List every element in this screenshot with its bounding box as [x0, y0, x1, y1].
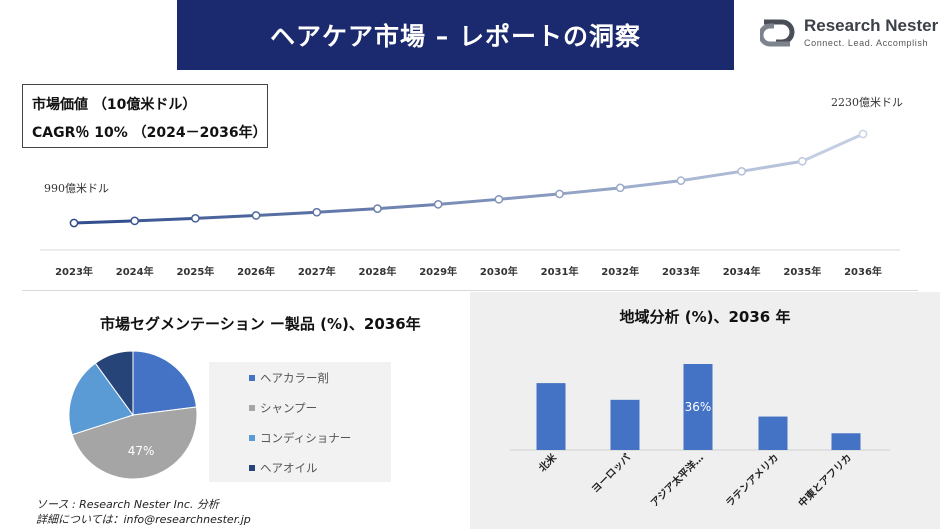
legend-label: ヘアカラー剤 — [260, 371, 329, 385]
market-info-box: 市場価値 （10億米ドル） CAGR％ 10% （2024－2036年） — [22, 84, 268, 148]
data-point — [858, 129, 868, 139]
line-segment — [620, 179, 682, 190]
bar — [610, 399, 640, 450]
data-point — [69, 218, 79, 228]
x-tick-label: 2034年 — [723, 265, 761, 278]
pie-slice — [94, 350, 134, 417]
product-segment-pie-chart: 47% — [68, 350, 198, 480]
bar-category-label: ラテンアメリカ — [723, 452, 781, 510]
line-segment — [680, 169, 742, 183]
bar-chart-title: 地域分析 (%)、2036 年 — [619, 308, 791, 326]
line-segment — [377, 202, 439, 211]
pie-slice — [68, 362, 134, 436]
x-tick-label: 2033年 — [662, 265, 700, 278]
bar — [683, 364, 713, 450]
legend-item-conditioner: コンディショナー — [249, 430, 351, 446]
data-point — [676, 176, 686, 186]
line-segment — [255, 210, 317, 217]
legend-label: コンディショナー — [260, 431, 352, 445]
line-segment — [134, 216, 196, 223]
x-tick-label: 2036年 — [844, 265, 882, 278]
logo-name: Research Nester — [804, 16, 939, 35]
pie-data-label: 47% — [128, 444, 155, 458]
contact-line: 詳細については：info@researchnester.jp — [36, 513, 251, 526]
data-point — [373, 204, 382, 213]
data-point — [191, 213, 200, 223]
market-value-line-chart: 2023年 2024年 2025年 2026年 2027年 2028年 2029年 2030年… — [40, 96, 903, 278]
rn-logo-icon — [760, 19, 795, 47]
end-value-label: 2230億米ドル — [831, 96, 903, 109]
x-tick-label: 2031年 — [541, 265, 579, 278]
data-point — [555, 189, 564, 199]
data-point — [251, 211, 261, 220]
source-line: ソース : Research Nester Inc. 分析 — [36, 498, 219, 511]
legend-label: シャンプー — [260, 401, 318, 415]
start-value-label: 990億米ドル — [44, 182, 109, 195]
x-tick-label: 2032年 — [601, 265, 639, 278]
pie-chart-title: 市場セグメンテーション ー製品 (%)、2036年 — [100, 315, 421, 333]
line-segment — [316, 207, 378, 214]
legend-item-shampoo: シャンプー — [249, 400, 317, 416]
legend-swatch — [249, 375, 255, 381]
x-tick-label: 2026年 — [237, 265, 275, 278]
legend-swatch — [249, 435, 255, 441]
x-tick-label: 2029年 — [419, 265, 457, 278]
x-tick-label: 2023年 — [55, 265, 93, 278]
data-point — [433, 199, 443, 209]
bar-category-label: アジア太平洋… — [648, 451, 706, 509]
data-point — [494, 194, 504, 204]
regional-bar-chart: 北米 ヨーロッパ 36% アジア太平洋… ラテンアメリカ 中東とアフリカ — [510, 364, 890, 510]
line-segment — [195, 213, 257, 220]
page-title: ヘアケア市場 – レポートの洞察 — [270, 22, 641, 51]
bar — [758, 416, 788, 450]
research-nester-logo: Research Nester Connect. Lead. Accomplis… — [760, 16, 938, 56]
x-tick-label: 2025年 — [176, 265, 214, 278]
x-tick-label: 2035年 — [783, 265, 821, 278]
regional-analysis-panel: 地域分析 (%)、2036 年 北米 ヨーロッパ 36% アジア太平洋… ラテンアメリカ… — [470, 292, 940, 529]
legend-item-hair-oil: ヘアオイル — [249, 460, 318, 476]
line-segment — [559, 186, 621, 196]
source-note: ソース : Research Nester Inc. 分析 詳細については：in… — [36, 497, 251, 527]
line-segment — [73, 219, 135, 225]
x-tick-label: 2024年 — [116, 265, 154, 278]
x-tick-label: 2028年 — [359, 265, 397, 278]
bar — [536, 383, 566, 450]
legend-swatch — [249, 405, 255, 411]
bar — [831, 433, 861, 450]
pie-slice — [132, 350, 198, 416]
x-tick-label: 2027年 — [298, 265, 336, 278]
line-segment — [741, 159, 803, 173]
x-tick-label: 2030年 — [480, 265, 518, 278]
data-point — [312, 207, 322, 217]
line-segment — [801, 132, 864, 163]
line-segment — [438, 197, 499, 206]
cagr-label: CAGR％ 10% （2024－2036年） — [32, 125, 267, 141]
bar-category-label: 北米 — [536, 450, 560, 474]
bar-category-label: ヨーロッパ — [589, 452, 633, 496]
bar-category-label: 中東とアフリカ — [795, 451, 854, 510]
legend-item-hair-color: ヘアカラー剤 — [249, 370, 329, 386]
legend-swatch — [249, 465, 255, 471]
data-point — [130, 216, 140, 226]
data-point — [615, 183, 625, 193]
section-divider — [22, 290, 918, 291]
logo-tagline: Connect. Lead. Accomplish — [804, 38, 929, 48]
market-value-label: 市場価値 （10億米ドル） — [32, 97, 197, 113]
bar-data-label: 36% — [685, 400, 712, 414]
data-point — [737, 166, 746, 176]
legend-label: ヘアオイル — [260, 461, 318, 475]
pie-legend: ヘアカラー剤 シャンプー コンディショナー ヘアオイル — [209, 362, 391, 482]
line-segment — [498, 192, 560, 201]
title-banner: ヘアケア市場 – レポートの洞察 — [177, 0, 734, 70]
data-point — [797, 156, 807, 166]
